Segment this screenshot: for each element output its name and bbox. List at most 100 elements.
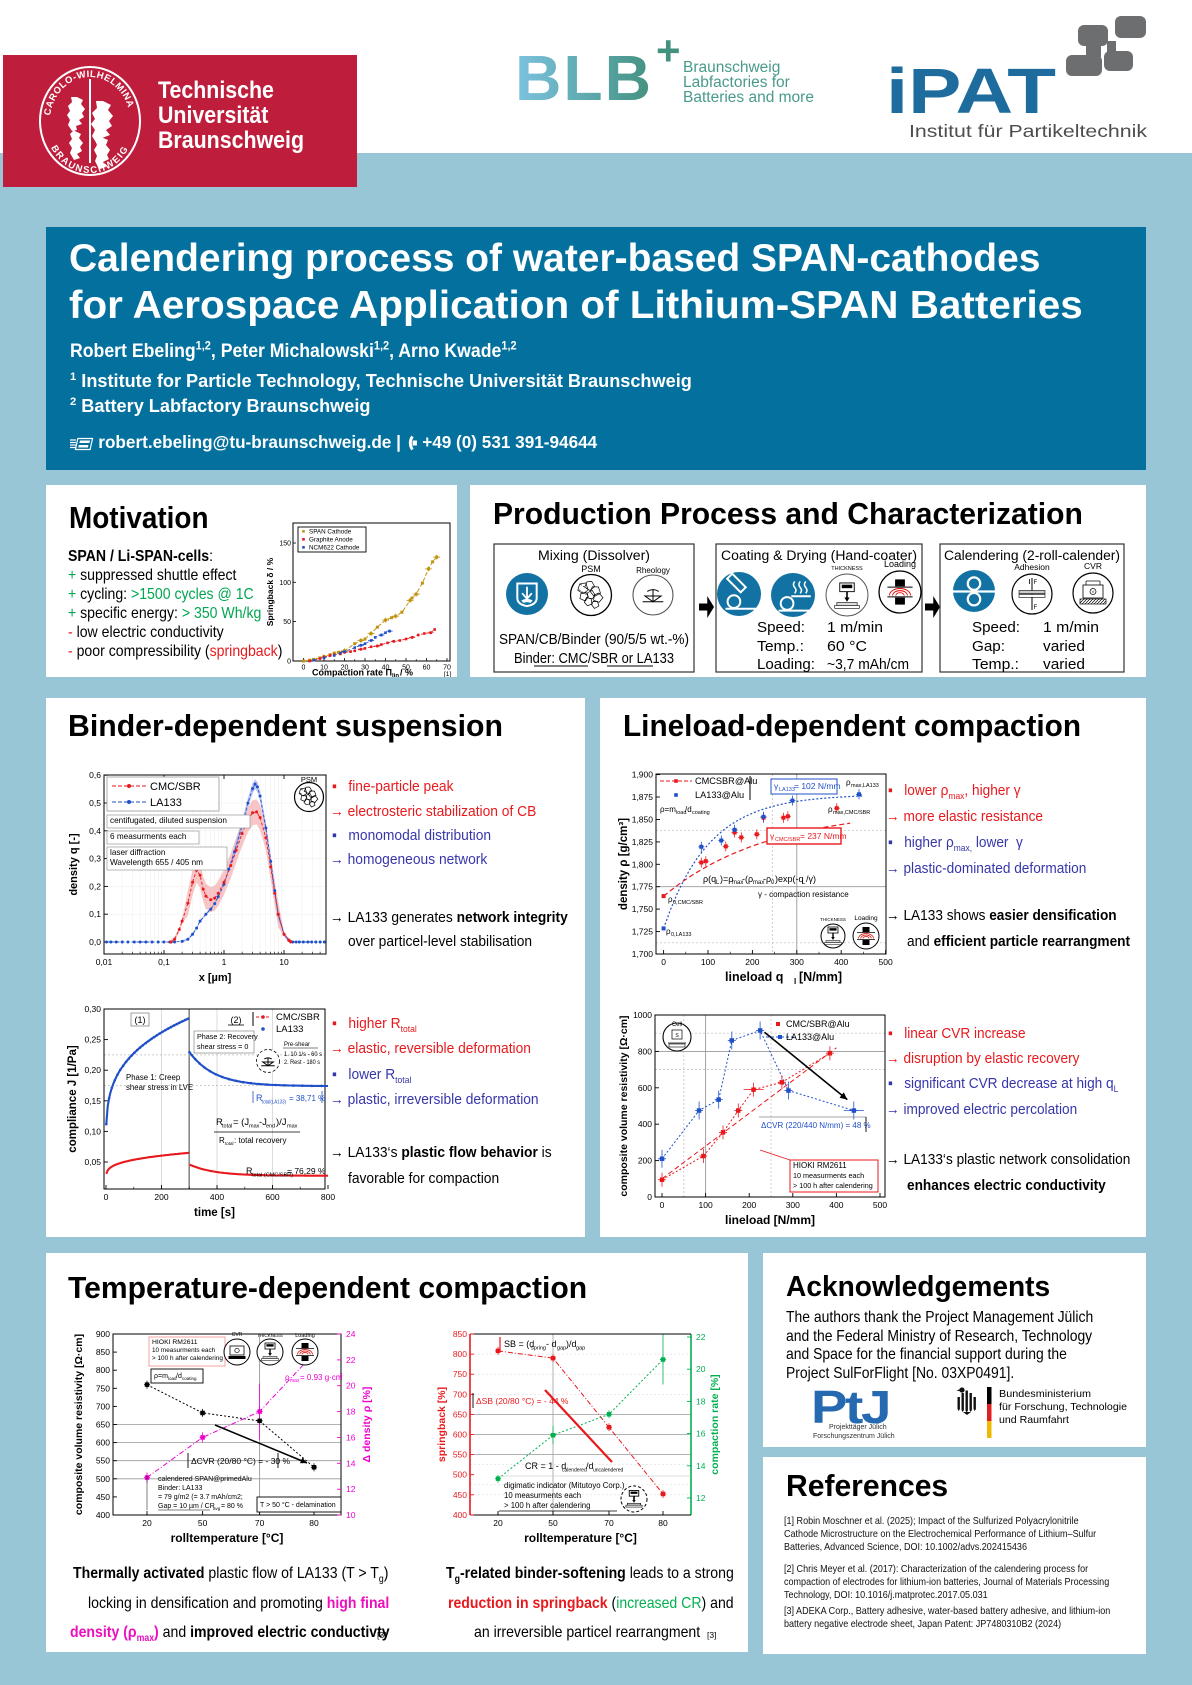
svg-text:varied: varied [1043, 638, 1085, 655]
svg-text:laser diffraction: laser diffraction [110, 848, 166, 857]
svg-text:density q [-]: density q [-] [68, 833, 80, 896]
svg-text:= 237 N/mm: = 237 N/mm [800, 831, 847, 841]
svg-text:0: 0 [104, 1192, 109, 1202]
svg-text:/d: /d [176, 1373, 182, 1380]
svg-text:CR = 1 - d: CR = 1 - d [525, 1461, 566, 1471]
svg-text:500: 500 [879, 957, 893, 967]
svg-text:[1]: [1] [444, 671, 451, 677]
svg-text:20: 20 [696, 1364, 706, 1374]
svg-text:10: 10 [320, 665, 328, 672]
svg-text:THICKNESS: THICKNESS [257, 1333, 283, 1338]
svg-text:NCM622 Cathode: NCM622 Cathode [309, 545, 360, 552]
svg-text:22: 22 [696, 1332, 706, 1342]
svg-text:400: 400 [638, 1119, 652, 1129]
svg-text:springback [%]: springback [%] [436, 1387, 448, 1462]
svg-text:600: 600 [638, 1083, 652, 1093]
svg-text:R: R [256, 1093, 263, 1103]
svg-text:γ: γ [770, 831, 775, 841]
svg-text:16: 16 [696, 1429, 706, 1439]
svg-text:rolltemperature [°C]: rolltemperature [°C] [524, 1531, 637, 1545]
svg-text:total: total [225, 1141, 234, 1146]
svg-text:0,15: 0,15 [84, 1096, 101, 1106]
svg-text:22: 22 [346, 1355, 356, 1365]
svg-text:LA133@Alu: LA133@Alu [695, 790, 744, 800]
svg-text:> 100 h after calendering: > 100 h after calendering [152, 1355, 223, 1362]
svg-text:14: 14 [346, 1458, 356, 1468]
svg-text:40: 40 [382, 665, 390, 672]
svg-text:70: 70 [255, 1518, 265, 1528]
svg-text:LA133@Alu: LA133@Alu [786, 1032, 834, 1042]
svg-text:10: 10 [346, 1510, 356, 1520]
svg-text:x [µm]: x [µm] [199, 972, 232, 984]
svg-text:digimatic indicator (Mitutoyo: digimatic indicator (Mitutoyo Corp.) [504, 1481, 625, 1490]
svg-text:12: 12 [696, 1493, 706, 1503]
svg-text:400: 400 [210, 1192, 224, 1202]
svg-text:F: F [1034, 605, 1038, 611]
svg-text:ρ: ρ [666, 927, 671, 936]
svg-text:0,0: 0,0 [89, 937, 101, 947]
svg-text:750: 750 [96, 1383, 110, 1393]
svg-text:Rheology: Rheology [636, 566, 670, 575]
svg-text:100: 100 [699, 1200, 713, 1210]
svg-text:CVR: CVR [232, 1332, 243, 1338]
svg-text:compaction rate [%]: compaction rate [%] [709, 1374, 721, 1474]
svg-text:R: R [246, 1166, 253, 1176]
svg-text:Binder: CMC/SBR or LA133: Binder: CMC/SBR or LA133 [514, 651, 674, 667]
svg-text:iPAT: iPAT [886, 55, 1056, 127]
svg-text:(2): (2) [231, 1015, 242, 1025]
svg-text:SPAN Cathode: SPAN Cathode [309, 529, 352, 536]
svg-text:γ - compaction resistance: γ - compaction resistance [758, 890, 849, 899]
svg-text:0,1: 0,1 [158, 957, 170, 967]
svg-text:coating: coating [692, 810, 710, 816]
svg-text:compliance J [1/Pa]: compliance J [1/Pa] [67, 1045, 79, 1153]
svg-text:14: 14 [696, 1461, 706, 1471]
svg-text:0: 0 [287, 659, 291, 666]
svg-text:1,900: 1,900 [632, 770, 654, 780]
svg-text:Gap = 10 µm / CR: Gap = 10 µm / CR [158, 1503, 215, 1510]
svg-text:18: 18 [696, 1396, 706, 1406]
svg-text:1 m/min: 1 m/min [1043, 619, 1099, 636]
svg-text:50: 50 [548, 1518, 558, 1528]
svg-text:-ρ: -ρ [763, 874, 771, 884]
svg-text:30: 30 [361, 665, 369, 672]
svg-text:LA133: LA133 [276, 1024, 303, 1035]
svg-text:shear stress in LVE: shear stress in LVE [126, 1083, 193, 1092]
svg-text:Coating & Drying (Hand-coater): Coating & Drying (Hand-coater) [721, 548, 917, 563]
svg-text:1,750: 1,750 [632, 904, 654, 914]
svg-text:900: 900 [96, 1329, 110, 1339]
svg-text:-3: -3 [338, 1373, 343, 1379]
svg-text:200: 200 [638, 1156, 652, 1166]
svg-text:Loading: Loading [884, 559, 916, 569]
svg-text:load: load [168, 1376, 177, 1381]
svg-text:und Raumfahrt: und Raumfahrt [999, 1414, 1069, 1426]
svg-text:600: 600 [453, 1430, 467, 1440]
svg-text:500: 500 [453, 1470, 467, 1480]
svg-text:= 76,29 %: = 76,29 % [287, 1166, 326, 1176]
svg-text:/ %: / % [400, 668, 413, 678]
svg-text:ΔSB (20/80 °C) = - 44 %: ΔSB (20/80 °C) = - 44 % [476, 1396, 569, 1406]
svg-text:100: 100 [279, 580, 291, 587]
svg-text:total: total [222, 1124, 232, 1130]
svg-text:400: 400 [96, 1510, 110, 1520]
svg-text:ρ=m: ρ=m [154, 1373, 168, 1380]
svg-text:: total recovery: : total recovery [234, 1136, 286, 1145]
svg-text:650: 650 [453, 1409, 467, 1419]
svg-text:)/J: )/J [276, 1117, 287, 1128]
svg-text:850: 850 [453, 1329, 467, 1339]
svg-text:70: 70 [604, 1518, 614, 1528]
svg-text:L: L [802, 880, 806, 886]
svg-text:Adhesion: Adhesion [1014, 562, 1050, 572]
svg-text:Phase 2: Recovery: Phase 2: Recovery [197, 1032, 258, 1041]
svg-text:Loading:: Loading: [757, 656, 815, 673]
svg-text:0,CMC/SBR: 0,CMC/SBR [673, 900, 703, 906]
svg-text:BLB: BLB [515, 42, 653, 114]
svg-text:spring: spring [531, 1346, 546, 1352]
svg-text:1,800: 1,800 [632, 859, 654, 869]
svg-text:550: 550 [96, 1456, 110, 1466]
svg-text:16: 16 [346, 1432, 356, 1442]
svg-text:PtJ: PtJ [811, 1385, 889, 1433]
svg-text:-(ρ: -(ρ [742, 874, 753, 884]
svg-text:800: 800 [96, 1365, 110, 1375]
svg-text:)=ρ: )=ρ [720, 874, 733, 884]
svg-text:max: max [732, 880, 743, 886]
